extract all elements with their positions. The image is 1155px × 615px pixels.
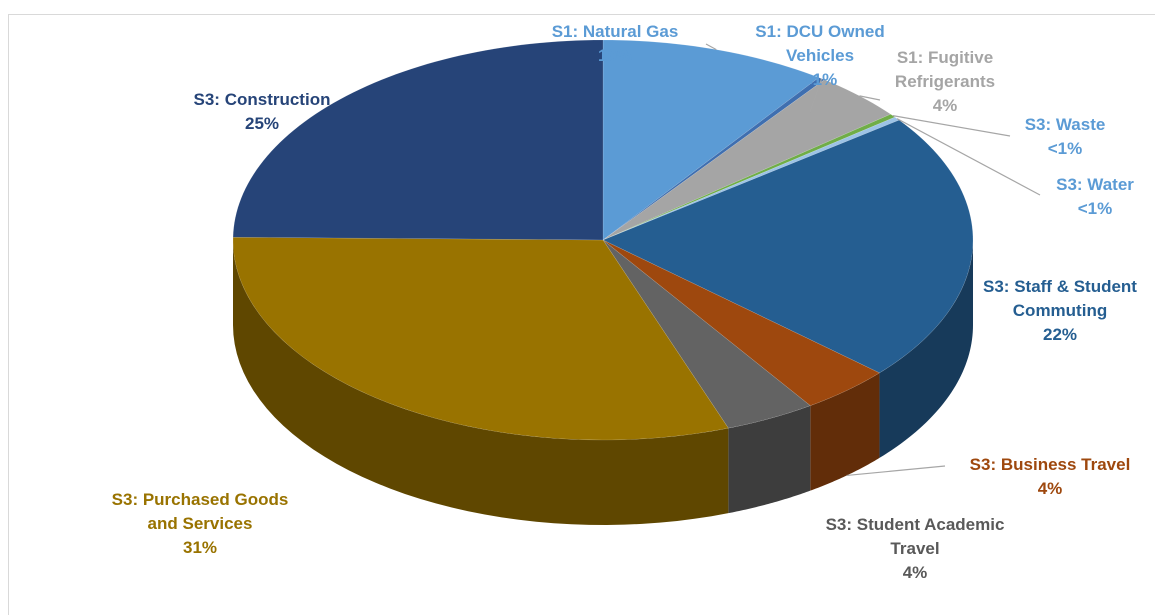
value-label: 31% — [182, 538, 218, 557]
value-label: 4% — [902, 563, 928, 582]
slice — [602, 239, 811, 429]
leader-line — [896, 118, 1041, 196]
slice-label: S3: Construction 25% — [152, 88, 372, 136]
category-label: S1: DCU Owned Vehicles — [755, 22, 885, 65]
leader-line — [809, 78, 823, 113]
slice-side — [728, 405, 811, 514]
slice-label: S1: Natural Gas 10% — [515, 20, 715, 68]
category-label: S3: Construction — [193, 90, 331, 109]
slice-label: S3: Waste <1% — [1000, 113, 1130, 161]
slice-label: S3: Purchased Goods and Services 31% — [110, 488, 290, 560]
slice-label: S3: Student Academic Travel 4% — [820, 513, 1010, 585]
leader-line — [892, 115, 1011, 137]
category-label: S1: Fugitive Refrigerants — [894, 48, 996, 91]
leader-line — [859, 95, 881, 101]
pie-tops — [232, 39, 974, 441]
category-label: S3: Student Academic Travel — [825, 515, 1005, 558]
category-label: S3: Staff & Student Commuting — [983, 277, 1137, 320]
slice-side — [879, 240, 973, 458]
value-label: 4% — [1037, 479, 1063, 498]
category-label: S3: Business Travel — [969, 455, 1131, 474]
category-label: S1: Natural Gas — [551, 22, 679, 41]
category-label: S3: Water — [1056, 175, 1134, 194]
slice — [232, 236, 729, 441]
category-label: S3: Waste — [1024, 115, 1106, 134]
chart-border — [8, 14, 1155, 615]
value-label: 22% — [1042, 325, 1078, 344]
slice-label: S3: Water <1% — [1030, 173, 1155, 221]
value-label: <1% — [802, 70, 838, 89]
slice-side — [810, 372, 880, 491]
pie-sides — [233, 240, 973, 525]
slice-label: S3: Staff & Student Commuting 22% — [960, 275, 1155, 347]
leader-line — [846, 465, 946, 477]
slice-label: S1: DCU Owned Vehicles <1% — [745, 20, 895, 92]
slice — [232, 39, 604, 241]
value-label: 4% — [932, 96, 958, 115]
value-label: <1% — [1047, 139, 1083, 158]
slice-label: S3: Business Travel 4% — [935, 453, 1155, 501]
slice-side — [233, 240, 729, 525]
slice — [602, 119, 974, 374]
slice-label: S1: Fugitive Refrigerants 4% — [875, 46, 1015, 118]
category-label: S3: Purchased Goods and Services — [111, 490, 289, 533]
value-label: 10% — [597, 46, 633, 65]
slice — [602, 239, 880, 406]
value-label: 25% — [244, 114, 280, 133]
leader-line — [705, 43, 717, 51]
value-label: <1% — [1077, 199, 1113, 218]
